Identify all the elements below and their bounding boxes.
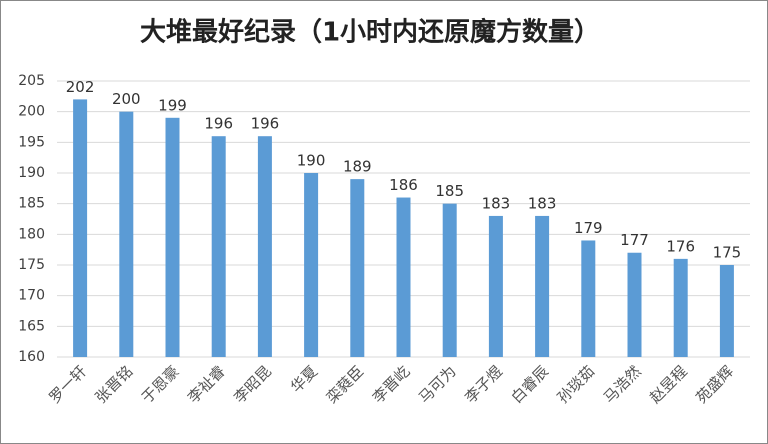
bar [211,136,226,357]
y-tick-label: 185 [18,196,45,212]
bar [535,215,550,357]
y-tick-label: 180 [18,226,45,242]
data-label: 190 [297,152,326,170]
bar [581,240,596,357]
data-label: 175 [713,244,742,262]
bar [442,203,457,357]
data-label: 200 [112,90,141,108]
bar [627,252,642,357]
bar [396,197,411,357]
chart-title: 大堆最好纪录（1小时内还原魔方数量） [140,17,600,48]
bar [73,99,88,358]
data-label: 186 [389,176,418,194]
y-tick-label: 205 [18,73,45,89]
bar [350,179,365,357]
y-tick-label: 195 [18,134,45,150]
bar [488,215,503,357]
bar [673,258,688,357]
data-label: 202 [66,78,95,96]
data-label: 189 [343,158,372,176]
y-tick-label: 160 [18,349,45,365]
bar [304,173,319,357]
y-tick-label: 200 [18,104,45,120]
data-label: 176 [666,237,695,255]
data-label: 196 [251,115,280,133]
data-label: 179 [574,219,603,237]
data-label: 183 [482,194,511,212]
y-tick-label: 175 [18,257,45,273]
data-label: 199 [158,96,187,114]
y-tick-label: 190 [18,165,45,181]
bar [119,111,134,358]
y-tick-label: 170 [18,288,45,304]
y-tick-label: 165 [18,318,45,334]
bar [719,265,734,357]
bar [165,117,180,357]
data-label: 183 [528,194,557,212]
data-label: 185 [435,182,464,200]
bar [257,136,272,357]
data-label: 196 [204,115,233,133]
data-label: 177 [620,231,649,249]
